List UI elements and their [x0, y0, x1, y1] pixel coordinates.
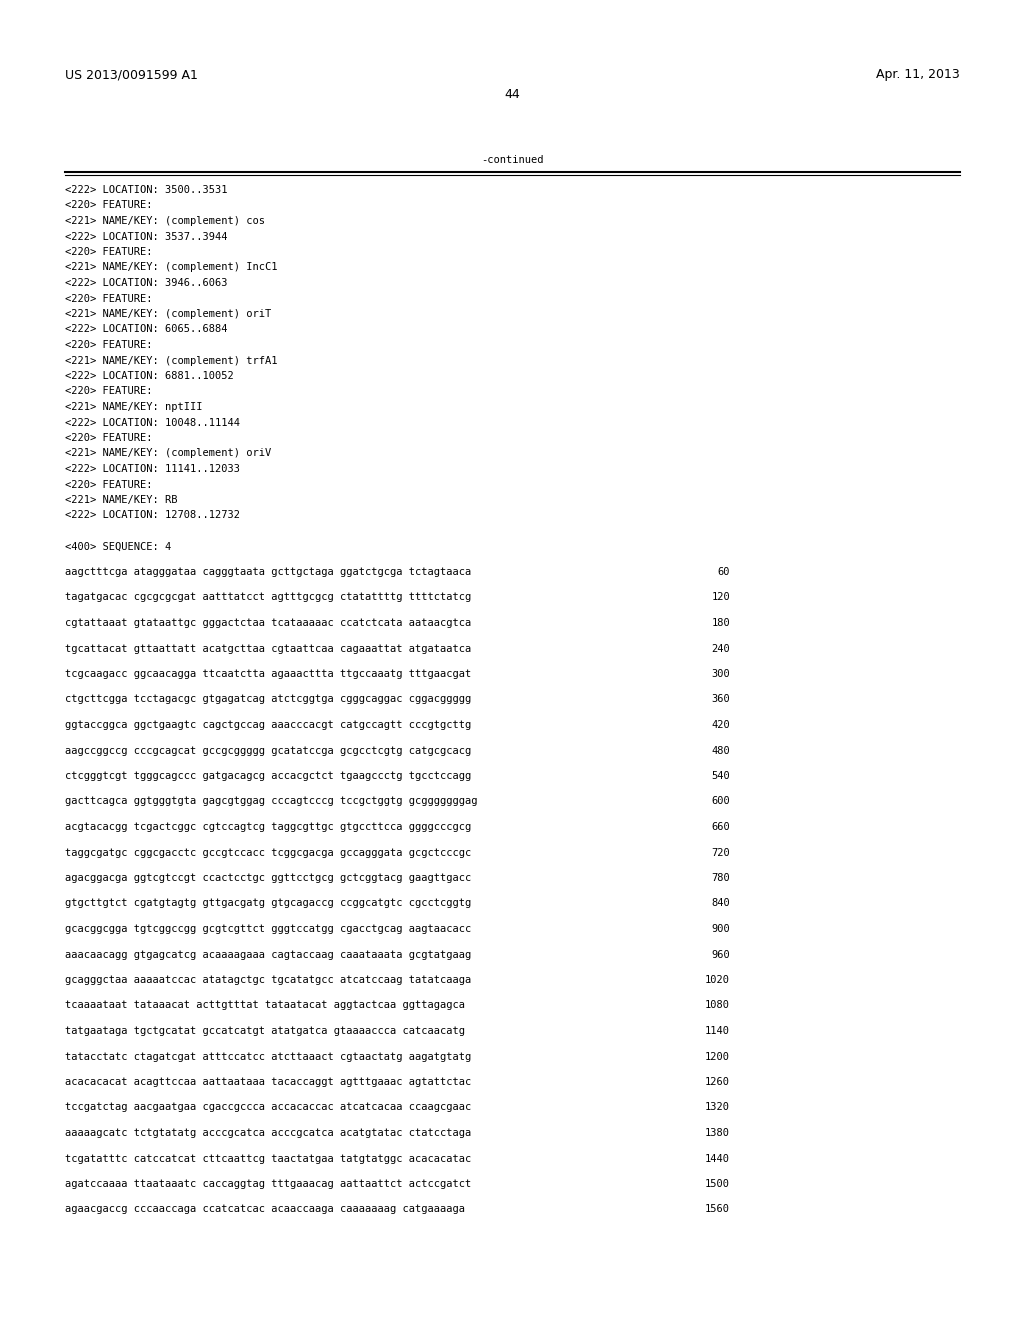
- Text: aagctttcga atagggataa cagggtaata gcttgctaga ggatctgcga tctagtaaca: aagctttcga atagggataa cagggtaata gcttgct…: [65, 568, 471, 577]
- Text: agatccaaaa ttaataaatc caccaggtag tttgaaacag aattaattct actccgatct: agatccaaaa ttaataaatc caccaggtag tttgaaa…: [65, 1179, 471, 1189]
- Text: 480: 480: [712, 746, 730, 755]
- Text: <222> LOCATION: 12708..12732: <222> LOCATION: 12708..12732: [65, 511, 240, 520]
- Text: tccgatctag aacgaatgaa cgaccgccca accacaccac atcatcacaa ccaagcgaac: tccgatctag aacgaatgaa cgaccgccca accacac…: [65, 1102, 471, 1113]
- Text: 1500: 1500: [705, 1179, 730, 1189]
- Text: <220> FEATURE:: <220> FEATURE:: [65, 293, 153, 304]
- Text: aagccggccg cccgcagcat gccgcggggg gcatatccga gcgcctcgtg catgcgcacg: aagccggccg cccgcagcat gccgcggggg gcatatc…: [65, 746, 471, 755]
- Text: tgcattacat gttaattatt acatgcttaa cgtaattcaa cagaaattat atgataatca: tgcattacat gttaattatt acatgcttaa cgtaatt…: [65, 644, 471, 653]
- Text: <221> NAME/KEY: RB: <221> NAME/KEY: RB: [65, 495, 177, 506]
- Text: 900: 900: [712, 924, 730, 935]
- Text: tcgatatttc catccatcat cttcaattcg taactatgaa tatgtatggc acacacatac: tcgatatttc catccatcat cttcaattcg taactat…: [65, 1154, 471, 1163]
- Text: 1140: 1140: [705, 1026, 730, 1036]
- Text: US 2013/0091599 A1: US 2013/0091599 A1: [65, 69, 198, 81]
- Text: 660: 660: [712, 822, 730, 832]
- Text: tatgaataga tgctgcatat gccatcatgt atatgatca gtaaaaccca catcaacatg: tatgaataga tgctgcatat gccatcatgt atatgat…: [65, 1026, 465, 1036]
- Text: cgtattaaat gtataattgc gggactctaa tcataaaaac ccatctcata aataacgtca: cgtattaaat gtataattgc gggactctaa tcataaa…: [65, 618, 471, 628]
- Text: 360: 360: [712, 694, 730, 705]
- Text: taggcgatgc cggcgacctc gccgtccacc tcggcgacga gccagggata gcgctcccgc: taggcgatgc cggcgacctc gccgtccacc tcggcga…: [65, 847, 471, 858]
- Text: 300: 300: [712, 669, 730, 678]
- Text: gcacggcgga tgtcggccgg gcgtcgttct gggtccatgg cgacctgcag aagtaacacc: gcacggcgga tgtcggccgg gcgtcgttct gggtcca…: [65, 924, 471, 935]
- Text: <222> LOCATION: 11141..12033: <222> LOCATION: 11141..12033: [65, 465, 240, 474]
- Text: <220> FEATURE:: <220> FEATURE:: [65, 247, 153, 257]
- Text: 1260: 1260: [705, 1077, 730, 1086]
- Text: <221> NAME/KEY: nptIII: <221> NAME/KEY: nptIII: [65, 403, 203, 412]
- Text: gtgcttgtct cgatgtagtg gttgacgatg gtgcagaccg ccggcatgtc cgcctcggtg: gtgcttgtct cgatgtagtg gttgacgatg gtgcaga…: [65, 899, 471, 908]
- Text: <222> LOCATION: 3946..6063: <222> LOCATION: 3946..6063: [65, 279, 227, 288]
- Text: tatacctatc ctagatcgat atttccatcc atcttaaact cgtaactatg aagatgtatg: tatacctatc ctagatcgat atttccatcc atcttaa…: [65, 1052, 471, 1061]
- Text: <220> FEATURE:: <220> FEATURE:: [65, 479, 153, 490]
- Text: ctcgggtcgt tgggcagccc gatgacagcg accacgctct tgaagccctg tgcctccagg: ctcgggtcgt tgggcagccc gatgacagcg accacgc…: [65, 771, 471, 781]
- Text: <400> SEQUENCE: 4: <400> SEQUENCE: 4: [65, 541, 171, 552]
- Text: aaaaagcatc tctgtatatg acccgcatca acccgcatca acatgtatac ctatcctaga: aaaaagcatc tctgtatatg acccgcatca acccgca…: [65, 1129, 471, 1138]
- Text: <221> NAME/KEY: (complement) oriV: <221> NAME/KEY: (complement) oriV: [65, 449, 271, 458]
- Text: 540: 540: [712, 771, 730, 781]
- Text: <221> NAME/KEY: (complement) IncC1: <221> NAME/KEY: (complement) IncC1: [65, 263, 278, 272]
- Text: 1560: 1560: [705, 1204, 730, 1214]
- Text: agacggacga ggtcgtccgt ccactcctgc ggttcctgcg gctcggtacg gaagttgacc: agacggacga ggtcgtccgt ccactcctgc ggttcct…: [65, 873, 471, 883]
- Text: 960: 960: [712, 949, 730, 960]
- Text: 240: 240: [712, 644, 730, 653]
- Text: <220> FEATURE:: <220> FEATURE:: [65, 433, 153, 444]
- Text: <220> FEATURE:: <220> FEATURE:: [65, 387, 153, 396]
- Text: <221> NAME/KEY: (complement) oriT: <221> NAME/KEY: (complement) oriT: [65, 309, 271, 319]
- Text: 780: 780: [712, 873, 730, 883]
- Text: ggtaccggca ggctgaagtc cagctgccag aaacccacgt catgccagtt cccgtgcttg: ggtaccggca ggctgaagtc cagctgccag aaaccca…: [65, 719, 471, 730]
- Text: 420: 420: [712, 719, 730, 730]
- Text: <221> NAME/KEY: (complement) trfA1: <221> NAME/KEY: (complement) trfA1: [65, 355, 278, 366]
- Text: <222> LOCATION: 6881..10052: <222> LOCATION: 6881..10052: [65, 371, 233, 381]
- Text: ctgcttcgga tcctagacgc gtgagatcag atctcggtga cgggcaggac cggacggggg: ctgcttcgga tcctagacgc gtgagatcag atctcgg…: [65, 694, 471, 705]
- Text: 1080: 1080: [705, 1001, 730, 1011]
- Text: tcgcaagacc ggcaacagga ttcaatctta agaaacttta ttgccaaatg tttgaacgat: tcgcaagacc ggcaacagga ttcaatctta agaaact…: [65, 669, 471, 678]
- Text: 60: 60: [718, 568, 730, 577]
- Text: agaacgaccg cccaaccaga ccatcatcac acaaccaaga caaaaaaag catgaaaaga: agaacgaccg cccaaccaga ccatcatcac acaacca…: [65, 1204, 465, 1214]
- Text: <222> LOCATION: 6065..6884: <222> LOCATION: 6065..6884: [65, 325, 227, 334]
- Text: <222> LOCATION: 3537..3944: <222> LOCATION: 3537..3944: [65, 231, 227, 242]
- Text: gacttcagca ggtgggtgta gagcgtggag cccagtcccg tccgctggtg gcgggggggag: gacttcagca ggtgggtgta gagcgtggag cccagtc…: [65, 796, 477, 807]
- Text: tagatgacac cgcgcgcgat aatttatcct agtttgcgcg ctatattttg ttttctatcg: tagatgacac cgcgcgcgat aatttatcct agtttgc…: [65, 593, 471, 602]
- Text: 1320: 1320: [705, 1102, 730, 1113]
- Text: 600: 600: [712, 796, 730, 807]
- Text: tcaaaataat tataaacat acttgtttat tataatacat aggtactcaa ggttagagca: tcaaaataat tataaacat acttgtttat tataatac…: [65, 1001, 465, 1011]
- Text: 1380: 1380: [705, 1129, 730, 1138]
- Text: acacacacat acagttccaa aattaataaa tacaccaggt agtttgaaac agtattctac: acacacacat acagttccaa aattaataaa tacacca…: [65, 1077, 471, 1086]
- Text: <222> LOCATION: 3500..3531: <222> LOCATION: 3500..3531: [65, 185, 227, 195]
- Text: 1200: 1200: [705, 1052, 730, 1061]
- Text: acgtacacgg tcgactcggc cgtccagtcg taggcgttgc gtgccttcca ggggcccgcg: acgtacacgg tcgactcggc cgtccagtcg taggcgt…: [65, 822, 471, 832]
- Text: Apr. 11, 2013: Apr. 11, 2013: [877, 69, 961, 81]
- Text: <221> NAME/KEY: (complement) cos: <221> NAME/KEY: (complement) cos: [65, 216, 265, 226]
- Text: <220> FEATURE:: <220> FEATURE:: [65, 341, 153, 350]
- Text: 1020: 1020: [705, 975, 730, 985]
- Text: 840: 840: [712, 899, 730, 908]
- Text: 44: 44: [504, 88, 520, 102]
- Text: 180: 180: [712, 618, 730, 628]
- Text: -continued: -continued: [480, 154, 544, 165]
- Text: 720: 720: [712, 847, 730, 858]
- Text: 120: 120: [712, 593, 730, 602]
- Text: <222> LOCATION: 10048..11144: <222> LOCATION: 10048..11144: [65, 417, 240, 428]
- Text: <220> FEATURE:: <220> FEATURE:: [65, 201, 153, 210]
- Text: 1440: 1440: [705, 1154, 730, 1163]
- Text: aaacaacagg gtgagcatcg acaaaagaaa cagtaccaag caaataaata gcgtatgaag: aaacaacagg gtgagcatcg acaaaagaaa cagtacc…: [65, 949, 471, 960]
- Text: gcagggctaa aaaaatccac atatagctgc tgcatatgcc atcatccaag tatatcaaga: gcagggctaa aaaaatccac atatagctgc tgcatat…: [65, 975, 471, 985]
